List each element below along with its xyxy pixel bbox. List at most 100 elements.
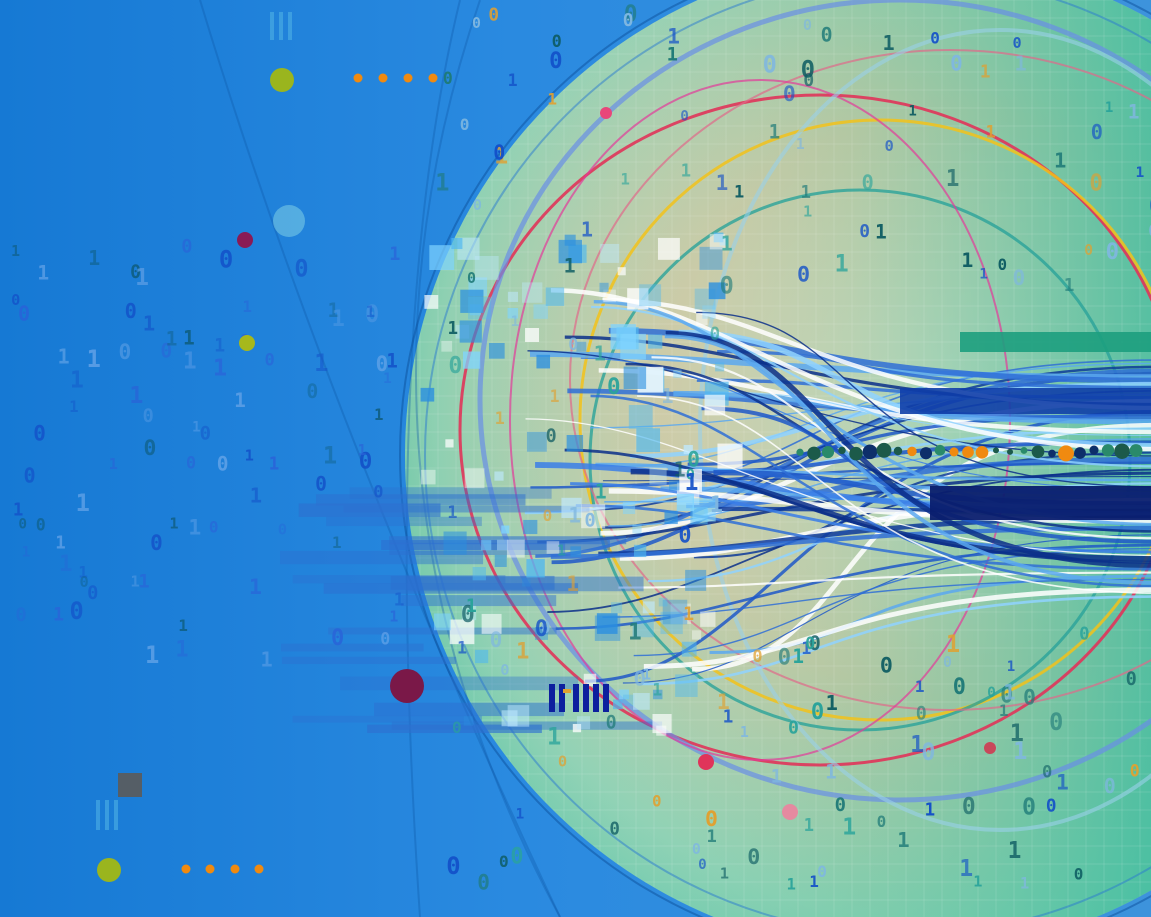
red-dot-ring	[984, 742, 996, 754]
binary-digit: 1	[959, 856, 973, 882]
binary-digit-glyphs: 1110101110101110010011010100110000001011…	[11, 1, 1151, 894]
binary-digit: 0	[306, 380, 318, 403]
binary-digit: 0	[880, 654, 893, 679]
binary-digit: 1	[787, 875, 796, 894]
pixel-block	[691, 630, 702, 640]
lane-dot	[1058, 445, 1074, 462]
data-stream	[590, 394, 1151, 588]
lane-dot	[807, 446, 821, 461]
pixel-block	[610, 602, 623, 614]
data-stream	[550, 525, 1151, 559]
binary-digit: 1	[183, 348, 197, 374]
fading-bar	[315, 494, 526, 506]
binary-digit: 1	[594, 341, 606, 365]
binary-digit: 0	[446, 852, 460, 880]
fading-bar	[401, 595, 557, 607]
data-stream	[602, 578, 1151, 618]
binary-digit: 1	[328, 299, 340, 322]
orbit-ring	[458, 93, 1151, 767]
binary-digit: 1	[214, 335, 225, 356]
binary-digit: 0	[452, 718, 462, 737]
binary-digit: 1	[145, 641, 159, 669]
pixel-block	[627, 288, 649, 310]
green-dot-bottom	[97, 858, 121, 882]
pixel-block	[464, 468, 485, 489]
pixel-block	[441, 340, 453, 352]
pixel-block	[652, 689, 663, 700]
binary-digit: 1	[86, 345, 100, 373]
pixel-block	[506, 539, 525, 558]
binary-digit: 0	[376, 352, 389, 376]
binary-digit: 1	[721, 232, 733, 256]
pixel-block	[683, 444, 693, 455]
binary-digit: 0	[747, 845, 760, 870]
binary-digit: 0	[278, 521, 287, 539]
binary-digit: 1	[59, 551, 73, 577]
pixel-block	[451, 237, 463, 250]
binary-digit: 0	[1126, 669, 1137, 690]
pixel-block	[675, 674, 698, 697]
binary-digit: 0	[119, 340, 132, 365]
binary-digit: 1	[130, 572, 139, 590]
pixel-block	[420, 387, 435, 402]
binary-digit: 0	[265, 351, 275, 371]
pixel-block	[652, 714, 672, 734]
fading-bar	[298, 503, 441, 517]
pixel-block	[461, 605, 477, 621]
pixel-block	[494, 471, 504, 481]
binary-digit: 1	[192, 420, 201, 436]
binary-digit: 0	[962, 794, 976, 820]
binary-digit: 0	[510, 845, 523, 870]
pixel-block	[433, 613, 451, 631]
binary-digit: 1	[1014, 51, 1026, 75]
binary-digit: 0	[861, 171, 873, 195]
binary-digit: 0	[783, 82, 796, 107]
binary-digit: 0	[624, 1, 638, 27]
binary-digit: 0	[987, 684, 996, 701]
binary-digit: 0	[473, 196, 482, 214]
fading-bar	[343, 505, 590, 513]
green-dot	[270, 68, 294, 92]
binary-digit: 1	[979, 266, 988, 283]
binary-digit: 1	[547, 89, 557, 108]
binary-digit: 0	[788, 718, 799, 739]
binary-digit: 1	[1056, 770, 1069, 795]
data-stream	[696, 311, 1151, 488]
binary-digit: 0	[294, 254, 308, 282]
binary-digit: 0	[500, 661, 509, 679]
binary-digit: 1	[685, 470, 699, 496]
fading-bar	[281, 643, 424, 652]
pixel-block	[717, 443, 743, 469]
pixel-block	[564, 234, 576, 246]
binary-digit: 0	[678, 524, 691, 549]
binary-digit: 1	[946, 166, 960, 192]
binary-digit: 0	[1012, 34, 1021, 52]
lane-dot	[821, 446, 835, 459]
binary-digit: 1	[825, 761, 837, 784]
binary-digit: 0	[543, 506, 553, 525]
binary-digit: 0	[219, 245, 233, 273]
pixel-block	[526, 559, 545, 578]
binary-digit: 1	[78, 563, 88, 582]
pixel-block	[507, 307, 519, 319]
pixel-block	[692, 498, 716, 522]
binary-digit: 0	[803, 70, 814, 91]
binary-digit: 0	[1106, 239, 1119, 265]
binary-digit: 0	[705, 807, 718, 832]
orbit-rings	[399, 0, 1151, 917]
binary-digit: 0	[150, 531, 163, 555]
dots-row-bottom	[181, 864, 264, 874]
binary-digit: 0	[499, 852, 509, 871]
binary-digit: 0	[811, 699, 824, 725]
binary-digit: 0	[541, 617, 551, 637]
binary-digit: 1	[1007, 659, 1015, 675]
binary-digit: 1	[511, 313, 520, 330]
binary-digit: 0	[652, 792, 661, 810]
binary-digit: 1	[358, 442, 367, 459]
binary-digit: 1	[260, 647, 272, 671]
pink-dot	[600, 107, 612, 119]
stream-band	[900, 388, 1151, 414]
stream-band	[960, 332, 1151, 352]
binary-digit: 0	[998, 255, 1007, 274]
